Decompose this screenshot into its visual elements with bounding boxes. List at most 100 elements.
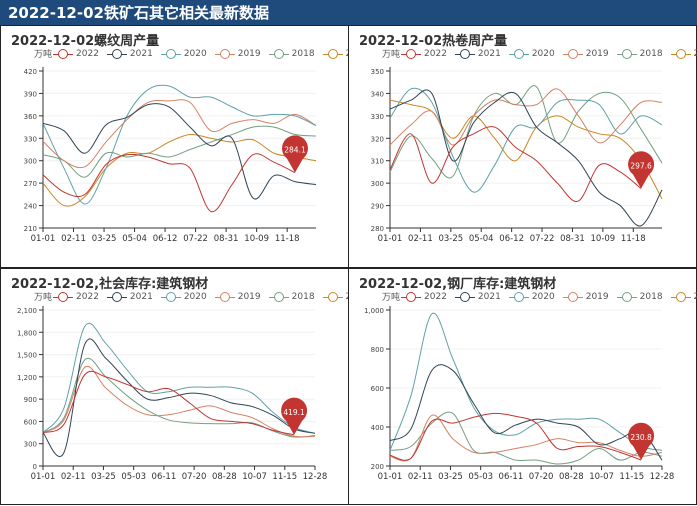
y-tick-label: 1,000 bbox=[364, 307, 384, 315]
legend-item-2021[interactable]: 2021 bbox=[106, 48, 153, 59]
x-tick-label: 03-25 bbox=[91, 472, 116, 482]
legend-item-2022[interactable]: 2022 bbox=[53, 291, 99, 302]
x-tick-label: 11-18 bbox=[621, 234, 646, 244]
series-line-2018 bbox=[42, 125, 317, 178]
legend-item-2017[interactable]: 2017 bbox=[670, 48, 697, 59]
legend-label: 2022 bbox=[424, 48, 447, 59]
y-tick-label: 0 bbox=[33, 463, 37, 471]
x-tick-label: 07-20 bbox=[529, 472, 554, 482]
legend-label: 2019 bbox=[585, 48, 609, 59]
series-line-2021 bbox=[389, 89, 663, 227]
legend-item-2018[interactable]: 2018 bbox=[616, 48, 663, 59]
x-tick-label: 10-07 bbox=[589, 472, 614, 482]
legend-item-2017[interactable]: 2017 bbox=[670, 291, 697, 302]
x-tick-label: 11-18 bbox=[275, 234, 300, 244]
legend-circle-icon bbox=[214, 291, 235, 302]
legend-item-2022[interactable]: 2022 bbox=[401, 48, 447, 59]
marker-label: 230.8 bbox=[630, 433, 652, 442]
y-tick-label: 320 bbox=[371, 135, 384, 143]
unit-label: 万吨 bbox=[382, 50, 401, 60]
legend-circle-icon bbox=[454, 48, 475, 59]
y-tick-label: 420 bbox=[24, 68, 37, 76]
marker-label: 419.1 bbox=[283, 408, 305, 417]
legend-item-2019[interactable]: 2019 bbox=[562, 291, 609, 302]
legend-item-2020[interactable]: 2020 bbox=[160, 48, 207, 59]
legend-item-2021[interactable]: 2021 bbox=[106, 291, 153, 302]
y-tick-label: 330 bbox=[24, 135, 37, 143]
x-tick-label: 03-25 bbox=[92, 234, 117, 244]
x-tick-label: 10-09 bbox=[244, 234, 269, 244]
y-tick-label: 1,500 bbox=[17, 352, 37, 360]
x-tick-label: 10-07 bbox=[242, 472, 267, 482]
legend-circle-icon bbox=[322, 291, 343, 302]
y-tick-label: 240 bbox=[24, 203, 37, 211]
legend-circle-icon bbox=[53, 48, 74, 59]
chart-title: 2022-12-02,钢厂库存:建筑钢材 bbox=[359, 277, 557, 292]
x-tick-label: 05-03 bbox=[121, 472, 146, 482]
chart-legend: 万吨 2022 2021 2020 2019 2018 2017 bbox=[382, 47, 697, 60]
legend-item-2021[interactable]: 2021 bbox=[454, 291, 501, 302]
legend-circle-icon bbox=[106, 291, 127, 302]
legend-label: 2022 bbox=[76, 48, 99, 59]
legend-item-2020[interactable]: 2020 bbox=[508, 291, 555, 302]
legend-item-2018[interactable]: 2018 bbox=[268, 48, 315, 59]
x-tick-label: 08-31 bbox=[214, 234, 239, 244]
y-tick-label: 210 bbox=[24, 225, 37, 233]
unit-label: 万吨 bbox=[34, 50, 53, 60]
legend-item-2020[interactable]: 2020 bbox=[508, 48, 555, 59]
legend-label: 2021 bbox=[477, 291, 501, 302]
page-header: 2022-12-02铁矿石其它相关最新数据 bbox=[0, 0, 697, 25]
legend-circle-icon bbox=[508, 48, 529, 59]
legend-circle-icon bbox=[214, 48, 235, 59]
legend-item-2022[interactable]: 2022 bbox=[53, 48, 99, 59]
legend-circle-icon bbox=[454, 291, 475, 302]
x-tick-label: 06-12 bbox=[153, 234, 178, 244]
series-line-2019 bbox=[42, 365, 316, 438]
legend-item-2018[interactable]: 2018 bbox=[268, 291, 315, 302]
legend-item-2020[interactable]: 2020 bbox=[160, 291, 207, 302]
x-tick-label: 03-25 bbox=[438, 234, 463, 244]
legend-item-2018[interactable]: 2018 bbox=[616, 291, 663, 302]
x-tick-label: 07-22 bbox=[183, 234, 208, 244]
chart-legend: 万吨 2022 2021 2020 2019 2018 2017 bbox=[382, 290, 697, 303]
x-tick-label: 02-11 bbox=[408, 472, 433, 482]
legend-label: 2022 bbox=[424, 291, 447, 302]
legend-item-2019[interactable]: 2019 bbox=[214, 291, 261, 302]
legend-circle-icon bbox=[670, 48, 691, 59]
y-tick-label: 400 bbox=[371, 424, 384, 432]
legend-circle-icon bbox=[562, 291, 583, 302]
legend-label: 2018 bbox=[639, 291, 663, 302]
legend-item-2021[interactable]: 2021 bbox=[454, 48, 501, 59]
legend-item-2019[interactable]: 2019 bbox=[214, 48, 261, 59]
y-tick-label: 390 bbox=[24, 90, 37, 98]
y-tick-label: 900 bbox=[24, 396, 37, 404]
x-tick-label: 05-04 bbox=[122, 234, 147, 244]
series-line-2022 bbox=[42, 153, 296, 213]
chart-panel-rebar-output: 2022-12-02螺纹周产量万吨20222021202020192018201… bbox=[0, 25, 368, 268]
y-tick-label: 1,800 bbox=[17, 329, 37, 337]
legend-label: 2020 bbox=[531, 48, 555, 59]
y-tick-label: 300 bbox=[371, 180, 384, 188]
legend-label: 2019 bbox=[585, 291, 609, 302]
legend-label: 2017 bbox=[693, 291, 697, 302]
y-tick-label: 270 bbox=[24, 180, 37, 188]
y-tick-label: 340 bbox=[371, 90, 384, 98]
y-tick-label: 310 bbox=[371, 158, 384, 166]
y-tick-label: 600 bbox=[371, 385, 384, 393]
x-tick-label: 07-22 bbox=[530, 234, 555, 244]
legend-label: 2022 bbox=[76, 291, 99, 302]
legend-item-2019[interactable]: 2019 bbox=[562, 48, 609, 59]
marker-pin-icon bbox=[281, 397, 308, 435]
legend-item-2022[interactable]: 2022 bbox=[401, 291, 447, 302]
legend-circle-icon bbox=[508, 291, 529, 302]
legend-label: 2018 bbox=[291, 291, 315, 302]
marker-label: 297.6 bbox=[630, 162, 652, 171]
legend-label: 2018 bbox=[639, 48, 663, 59]
series-line-2020 bbox=[389, 87, 663, 193]
y-tick-label: 300 bbox=[24, 441, 37, 449]
x-tick-label: 06-12 bbox=[499, 234, 524, 244]
legend-label: 2021 bbox=[129, 291, 153, 302]
unit-label: 万吨 bbox=[34, 293, 53, 303]
legend-label: 2020 bbox=[183, 291, 207, 302]
